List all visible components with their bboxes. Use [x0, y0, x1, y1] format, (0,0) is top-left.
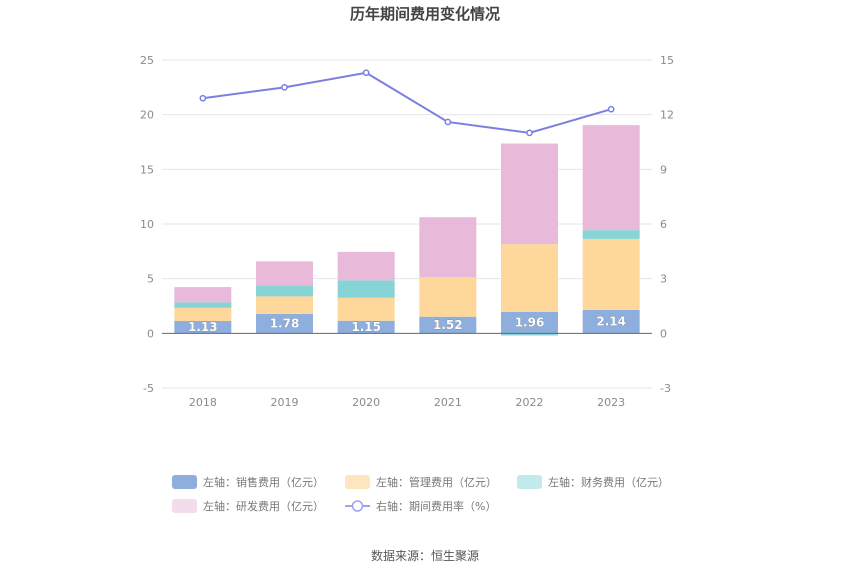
- legend-swatch-0: [172, 475, 197, 489]
- right-tick-label: -3: [660, 382, 671, 395]
- bar-2023-s2: [582, 230, 640, 239]
- bar-label-2020: 1.15: [351, 320, 381, 334]
- bar-2019-s0: [256, 313, 313, 334]
- right-tick-label: 6: [660, 218, 667, 231]
- bar-2020-s1: [337, 297, 395, 321]
- legend-swatch-3: [172, 499, 197, 513]
- chart-title: 历年期间费用变化情况: [350, 5, 500, 23]
- x-tick-label: 2020: [352, 396, 380, 409]
- legend-label-0: 左轴：销售费用（亿元）: [203, 475, 324, 489]
- bar-series: [174, 125, 640, 336]
- x-tick-label: 2018: [189, 396, 217, 409]
- bar-2021-s3: [419, 217, 477, 278]
- bar-2023-s1: [582, 238, 640, 310]
- bar-label-2022: 1.96: [515, 316, 545, 330]
- left-axis-ticks: 25 20 15 10 5 0 -5: [140, 54, 154, 395]
- line-point-2018: [199, 94, 207, 102]
- legend-marker-4: [351, 500, 364, 512]
- bar-label-2021: 1.52: [433, 318, 463, 332]
- right-tick-label: 9: [660, 163, 667, 176]
- bar-2022-s1: [501, 244, 558, 312]
- x-tick-label: 2023: [597, 396, 625, 409]
- x-tick-label: 2019: [271, 396, 299, 409]
- bar-2020-s0: [337, 320, 395, 334]
- legend: 左轴：销售费用（亿元） 左轴：管理费用（亿元） 左轴：财务费用（亿元） 左轴：研发费用…: [172, 475, 669, 513]
- left-tick-label: -5: [143, 382, 154, 395]
- line-point-2022: [526, 129, 533, 137]
- line-point-2023: [607, 105, 615, 113]
- left-tick-label: 5: [147, 273, 154, 286]
- line-path: [202, 71, 612, 134]
- bar-data-labels: 1.13 1.78 1.15 1.52 1.96 2.14: [188, 314, 626, 334]
- left-tick-label: 15: [140, 163, 154, 176]
- left-tick-label: 20: [140, 109, 154, 122]
- bar-2022-s0: [501, 311, 558, 334]
- bar-2023-s3: [582, 125, 640, 231]
- x-axis-ticks: 2018 2019 2020 2021 2022 2023: [189, 396, 625, 409]
- line-series: [199, 69, 615, 137]
- bar-2019-s2: [256, 285, 313, 297]
- legend-label-2: 左轴：财务费用（亿元）: [548, 475, 669, 489]
- bar-2021-s1: [419, 277, 477, 317]
- legend-label-4: 右轴：期间费用率（%）: [376, 499, 496, 513]
- legend-label-3: 左轴：研发费用（亿元）: [203, 499, 324, 513]
- right-tick-label: 3: [660, 273, 667, 286]
- line-point-2019: [281, 83, 288, 91]
- source-note: 数据来源：恒生聚源: [371, 548, 479, 563]
- bar-2018-s1: [174, 307, 232, 321]
- bar-2018-s2: [174, 302, 232, 308]
- legend-swatch-2: [517, 475, 542, 489]
- bar-2018-s3: [174, 287, 232, 303]
- left-tick-label: 0: [147, 327, 154, 340]
- bar-2019-s1: [256, 296, 313, 314]
- bar-label-2018: 1.13: [188, 320, 218, 334]
- bar-2021-s0: [419, 316, 477, 334]
- legend-swatch-1: [345, 475, 370, 489]
- bar-2020-s2: [337, 280, 395, 298]
- line-point-2021: [444, 118, 452, 126]
- left-tick-label: 25: [140, 54, 154, 67]
- bar-2022-s2: [501, 333, 558, 336]
- bar-2022-s3: [501, 143, 558, 245]
- x-tick-label: 2022: [516, 396, 544, 409]
- grid-lines: [162, 59, 652, 389]
- right-tick-label: 0: [660, 327, 667, 340]
- right-tick-label: 15: [660, 54, 674, 67]
- bar-2018-s0: [174, 320, 232, 334]
- x-tick-label: 2021: [434, 396, 462, 409]
- bar-label-2019: 1.78: [270, 317, 300, 331]
- right-tick-label: 12: [660, 109, 674, 122]
- left-tick-label: 10: [140, 218, 154, 231]
- bar-2020-s3: [337, 251, 395, 281]
- line-point-2020: [362, 69, 370, 77]
- bar-2019-s3: [256, 261, 313, 286]
- bar-label-2023: 2.14: [596, 315, 626, 329]
- bar-2023-s0: [582, 309, 640, 334]
- legend-label-1: 左轴：管理费用（亿元）: [376, 475, 497, 489]
- right-axis-ticks: 15 12 9 6 3 0 -3: [660, 54, 674, 395]
